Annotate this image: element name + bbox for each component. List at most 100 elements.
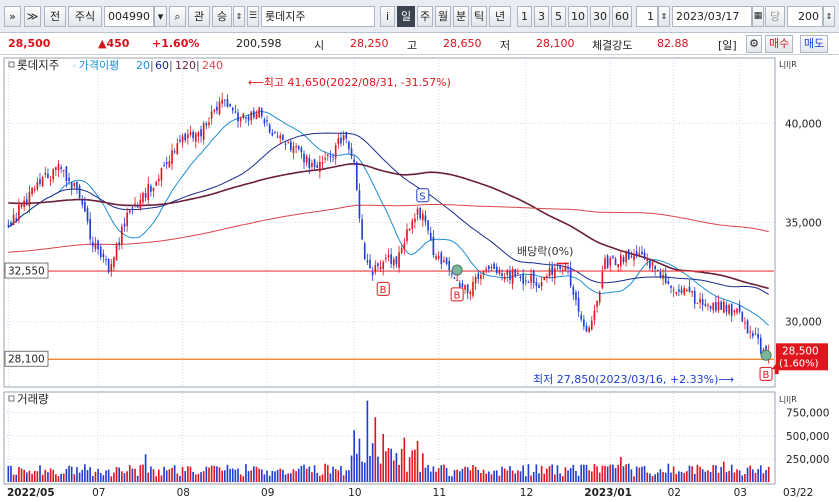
interval-30-button[interactable]: 30 bbox=[590, 6, 610, 27]
candle-body bbox=[276, 136, 279, 138]
volume-bar bbox=[15, 474, 18, 482]
volume-bar bbox=[279, 468, 282, 482]
watch-button[interactable]: 관 bbox=[188, 6, 210, 27]
volume-bar bbox=[255, 466, 258, 482]
candle-body bbox=[121, 226, 123, 245]
period-day-tab[interactable]: 일 bbox=[397, 6, 415, 27]
count-stepper-icon[interactable]: ⇕ bbox=[658, 6, 670, 27]
candle-body bbox=[62, 169, 65, 172]
candle-body bbox=[559, 266, 561, 270]
date-input[interactable]: 2023/03/17 bbox=[672, 6, 752, 27]
candle-body bbox=[171, 150, 173, 164]
period-tick-tab[interactable]: 틱 bbox=[471, 6, 487, 27]
count-input[interactable]: 1 bbox=[636, 6, 658, 27]
volume-bar bbox=[102, 475, 105, 482]
bars-input[interactable]: 200 bbox=[787, 6, 823, 27]
candle-body bbox=[237, 112, 239, 122]
interval-3-button[interactable]: 3 bbox=[534, 6, 549, 27]
volume-bar bbox=[696, 464, 699, 482]
volume-bar bbox=[722, 461, 725, 482]
candle-body bbox=[524, 280, 527, 282]
price-line-label-0: 32,550 bbox=[8, 266, 45, 278]
sell-button[interactable]: 매도 bbox=[800, 35, 829, 53]
volume-bar bbox=[538, 473, 540, 482]
candle-body bbox=[683, 287, 686, 295]
candle-body bbox=[403, 243, 406, 250]
volume-bar bbox=[84, 464, 86, 482]
current-price: 28,500 bbox=[8, 37, 51, 50]
candle-body bbox=[113, 257, 115, 268]
interval-1-button[interactable]: 1 bbox=[517, 6, 532, 27]
interval-60-button[interactable]: 60 bbox=[612, 6, 632, 27]
candle-body bbox=[538, 285, 540, 288]
nav-expand-button[interactable]: » bbox=[4, 6, 21, 27]
candle-body bbox=[672, 289, 675, 291]
seung-button[interactable]: 승 bbox=[212, 6, 232, 27]
candle-body bbox=[638, 253, 641, 256]
low-label: 저 bbox=[500, 39, 511, 52]
volume-bar bbox=[688, 465, 691, 482]
candle-body bbox=[308, 157, 311, 169]
interval-5-button[interactable]: 5 bbox=[551, 6, 566, 27]
volume-bar bbox=[342, 475, 345, 482]
search-icon[interactable]: ⌕ bbox=[169, 6, 186, 27]
chevron-down-icon[interactable]: ▾ bbox=[154, 6, 167, 27]
volume-bar bbox=[527, 464, 530, 482]
jeon-button[interactable]: 전 bbox=[44, 6, 66, 27]
volume-bar bbox=[691, 466, 693, 482]
volume-bar bbox=[456, 469, 458, 482]
volume-bar bbox=[683, 473, 686, 482]
volume-bar bbox=[18, 466, 20, 482]
price-scale-tag[interactable]: L|I|R bbox=[779, 60, 797, 69]
legend-ma240: 240 bbox=[202, 59, 223, 72]
candle-body bbox=[667, 281, 670, 284]
candle-body bbox=[94, 243, 97, 249]
bars-stepper-icon[interactable]: ⇕ bbox=[823, 6, 835, 27]
period-minute-tab[interactable]: 분 bbox=[453, 6, 469, 27]
price-chart[interactable]: 32,550 28,100 B B S B 28,500 (1.60%) 롯데지주 ◦ 가격이… bbox=[0, 56, 839, 502]
calendar-icon[interactable]: ▦ bbox=[752, 6, 764, 27]
volume-bar bbox=[712, 465, 715, 482]
period-week-tab[interactable]: 주 bbox=[417, 6, 433, 27]
volume-bar bbox=[598, 472, 601, 482]
list-icon[interactable]: ☰ bbox=[247, 6, 259, 27]
candle-body bbox=[659, 271, 662, 278]
interval-10-button[interactable]: 10 bbox=[568, 6, 588, 27]
volume-bar bbox=[554, 474, 556, 482]
volume-bar bbox=[361, 461, 363, 482]
volume-bar bbox=[448, 476, 451, 482]
volume-bar bbox=[374, 417, 377, 482]
candle-body bbox=[176, 143, 179, 154]
volume-bar bbox=[622, 466, 625, 482]
stock-name-field[interactable]: 롯데지주 bbox=[261, 6, 375, 27]
volume-bar bbox=[242, 476, 245, 482]
volume-bar bbox=[506, 470, 509, 482]
gear-icon[interactable]: ⚙ bbox=[746, 35, 762, 53]
volume-bar bbox=[189, 466, 192, 482]
candle-body bbox=[691, 290, 693, 293]
volume-bar bbox=[205, 466, 208, 482]
fast-forward-button[interactable]: ≫ bbox=[24, 6, 41, 27]
candle-body bbox=[194, 133, 197, 142]
candle-body bbox=[693, 291, 696, 304]
volume-bar bbox=[128, 465, 131, 482]
candle-body bbox=[656, 269, 659, 272]
candle-body bbox=[509, 271, 511, 280]
info-button[interactable]: i bbox=[380, 6, 395, 27]
period-month-tab[interactable]: 월 bbox=[435, 6, 451, 27]
today-button[interactable]: 당 bbox=[765, 6, 785, 27]
volume-bar bbox=[524, 476, 527, 482]
period-year-tab[interactable]: 년 bbox=[489, 6, 511, 27]
code-input[interactable]: 004990 bbox=[104, 6, 154, 27]
candle-body bbox=[527, 281, 530, 283]
volume-scale-tag[interactable]: L|I|R bbox=[779, 395, 797, 404]
candle-body bbox=[670, 285, 672, 288]
stepper-icon[interactable]: ⇕ bbox=[233, 6, 245, 27]
volume-bar bbox=[123, 473, 126, 482]
volume-bar bbox=[390, 448, 392, 482]
buy-button[interactable]: 매수 bbox=[765, 35, 794, 53]
market-select[interactable]: 주식 bbox=[68, 6, 102, 27]
candle-body bbox=[208, 122, 210, 126]
volume-bar bbox=[223, 470, 226, 482]
candle-body bbox=[366, 260, 369, 263]
